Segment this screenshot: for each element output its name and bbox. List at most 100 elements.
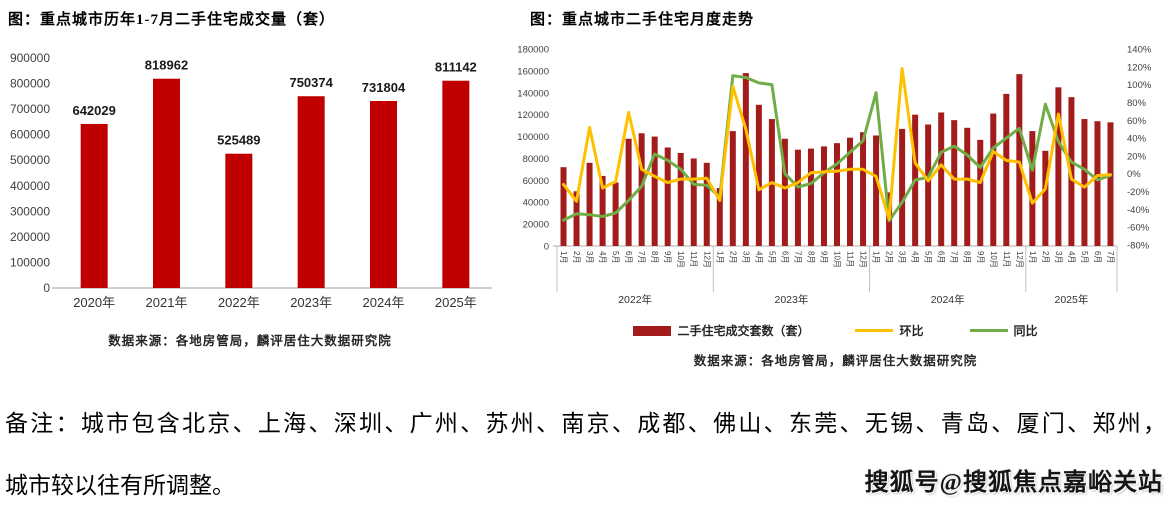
year-group-label: 2023年: [774, 293, 808, 306]
right-axis-tick-label: -80%: [1127, 241, 1150, 252]
bar: [625, 138, 632, 246]
right-chart-source: 数据来源：各地房管局，麟评居住大数据研究院: [693, 354, 978, 368]
month-tick-label: 3月: [585, 251, 594, 263]
right-chart-svg: 0 20000 40000 60000 80000 100000 120000 140000 1…: [517, 45, 1152, 307]
x-axis-category-label: 2021年: [146, 295, 188, 310]
bar: [1016, 74, 1023, 246]
bar: [977, 139, 984, 246]
bar: [873, 135, 880, 246]
bar-value-label: 525489: [217, 133, 260, 148]
month-tick-label: 1月: [715, 251, 724, 263]
month-tick-label: 1月: [1028, 251, 1037, 263]
bar: [716, 187, 723, 246]
left-axis-tick-label: 160000: [517, 66, 549, 77]
bar: [1107, 122, 1114, 246]
year-group-label: 2025年: [1054, 293, 1088, 306]
left-axis-tick-label: 120000: [517, 110, 549, 121]
month-tick-label: 8月: [963, 251, 972, 263]
month-tick-label: 9月: [663, 251, 672, 263]
y-axis-tick-label: 900000: [10, 51, 50, 65]
month-tick-label: 3月: [741, 251, 750, 263]
bar: [370, 100, 397, 288]
bar: [1094, 121, 1101, 246]
bar: [225, 153, 253, 288]
bar: [899, 128, 906, 246]
month-tick-label: 10月: [989, 251, 998, 268]
y-axis-tick-label: 800000: [10, 77, 50, 91]
x-axis-category-label: 2023年: [290, 295, 332, 310]
note-line-2: 城市较以往有所调整。: [5, 473, 235, 498]
bar: [651, 136, 658, 246]
left-axis-tick-label: 60000: [523, 176, 549, 187]
month-tick-label: 6月: [624, 251, 633, 263]
left-axis-tick-label: 40000: [523, 198, 549, 209]
bar: [664, 147, 671, 246]
left-chart-title: 图：重点城市历年1-7月二手住宅成交量（套）: [8, 12, 335, 28]
month-tick-label: 8月: [806, 251, 815, 263]
bar: [638, 133, 645, 246]
month-tick-label: 11月: [689, 251, 698, 267]
bar: [703, 162, 710, 246]
bar: [938, 112, 945, 246]
y-axis-tick-label: 600000: [10, 128, 50, 142]
right-axis-tick-label: 0%: [1127, 169, 1141, 180]
bar: [990, 113, 997, 246]
bar: [1003, 93, 1010, 246]
right-axis-tick-label: 120%: [1127, 62, 1152, 73]
yoy-line-swatch-icon: [969, 328, 1008, 333]
month-tick-label: 5月: [611, 251, 620, 263]
legend-label-bars: 二手住宅成交套数（套）: [677, 324, 810, 338]
month-tick-label: 3月: [898, 251, 907, 263]
x-axis-category-label: 2020年: [73, 295, 115, 310]
month-tick-label: 2月: [728, 251, 737, 263]
month-tick-label: 4月: [1067, 251, 1076, 263]
month-tick-label: 7月: [637, 251, 646, 263]
y-axis-tick-label: 400000: [10, 179, 50, 193]
bar: [860, 132, 867, 246]
y-axis-tick-label: 200000: [10, 230, 50, 244]
month-tick-label: 6月: [937, 251, 946, 263]
month-tick-label: 5月: [924, 251, 933, 263]
bar: [742, 73, 749, 246]
bar: [690, 158, 697, 246]
mom-line-swatch-icon: [855, 328, 894, 333]
right-axis-tick-label: 140%: [1127, 45, 1152, 56]
bar: [677, 152, 684, 246]
legend-label-yoy: 同比: [1013, 324, 1038, 338]
bar: [80, 123, 108, 288]
month-tick-label: 6月: [1093, 251, 1102, 263]
month-tick-label: 7月: [950, 251, 959, 263]
bar: [297, 96, 325, 288]
month-tick-label: 9月: [819, 251, 828, 263]
bar: [599, 175, 606, 246]
bar: [820, 146, 827, 246]
bar-value-label: 642029: [72, 103, 115, 118]
right-axis-tick-label: -20%: [1127, 187, 1150, 198]
bar: [781, 138, 788, 246]
legend-item-bars: 二手住宅成交套数（套）: [633, 322, 809, 339]
left-chart-source: 数据来源：各地房管局，麟评居住大数据研究院: [108, 334, 392, 348]
month-tick-label: 4月: [598, 251, 607, 263]
month-tick-label: 1月: [872, 251, 881, 263]
bar: [1081, 119, 1088, 246]
month-tick-label: 8月: [650, 251, 659, 263]
bar: [755, 104, 762, 246]
month-tick-label: 2月: [1041, 251, 1050, 263]
month-tick-label: 5月: [1080, 251, 1089, 263]
watermark: 搜狐号@搜狐焦点嘉峪关站: [864, 470, 1163, 496]
x-axis-category-label: 2024年: [363, 295, 405, 310]
bar: [586, 162, 593, 246]
left-chart-svg: 0 100000 200000 300000 400000 500000 600000 700…: [10, 51, 492, 310]
bar: [964, 127, 971, 246]
bar-series-swatch-icon: [633, 325, 672, 336]
legend-item-mom: 环比: [855, 322, 924, 339]
month-tick-label: 2月: [572, 251, 581, 263]
right-axis-tick-label: 80%: [1127, 98, 1147, 109]
month-tick-label: 12月: [859, 251, 868, 268]
right-chart-title: 图：重点城市二手住宅月度走势: [530, 12, 755, 28]
bar: [573, 191, 580, 246]
right-axis-tick-label: 100%: [1127, 80, 1152, 91]
bar: [951, 120, 958, 246]
x-axis-category-label: 2025年: [435, 295, 477, 310]
